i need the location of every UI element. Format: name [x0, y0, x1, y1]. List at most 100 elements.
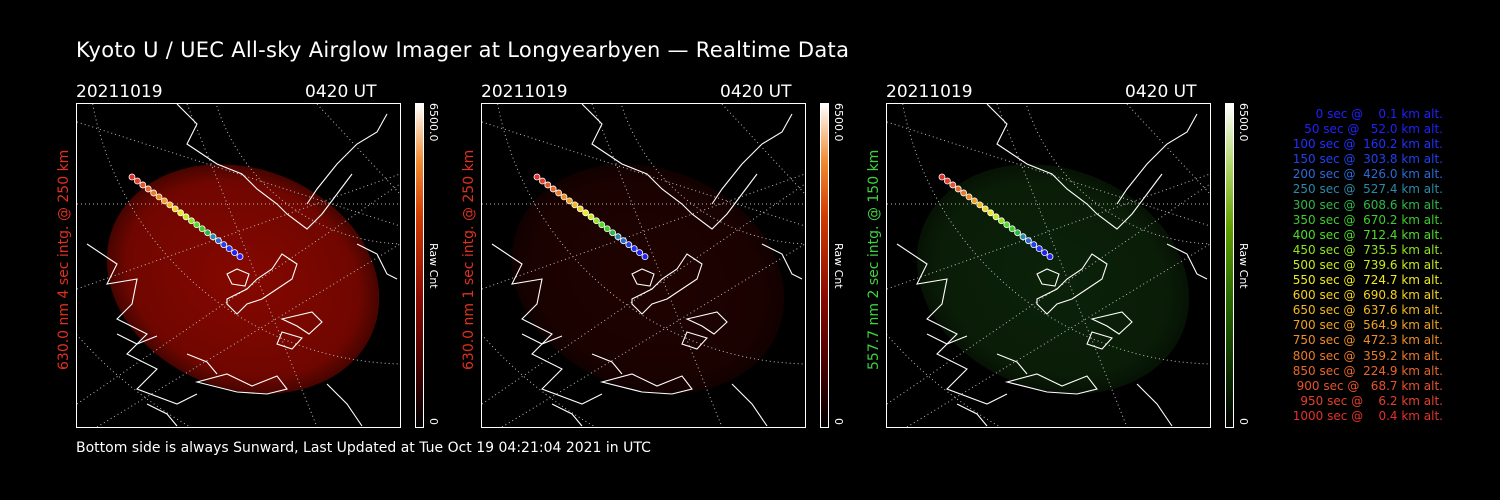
legend-entry: 750 sec @ 472.3 km alt. — [1288, 333, 1443, 348]
panel-1-colorbar-unit: Raw Cnt — [427, 243, 440, 289]
trajectory-point — [161, 197, 168, 205]
graticule — [77, 104, 400, 427]
trajectory-point — [533, 173, 541, 181]
panel-3-image — [886, 103, 1211, 428]
legend-entry: 900 sec @ 68.7 km alt. — [1292, 378, 1443, 393]
panel-1-wavelength-label: 630.0 nm 4 sec intg. @ 250 km — [56, 149, 72, 370]
trajectory-point — [987, 209, 994, 217]
trajectory-point — [155, 193, 163, 201]
trajectory-point — [188, 217, 195, 225]
trajectory-point — [1008, 225, 1016, 233]
trajectory-point — [954, 185, 962, 193]
trajectory-point — [209, 233, 217, 241]
trajectory-point — [166, 201, 174, 209]
trajectory-point — [220, 241, 228, 249]
trajectory-point — [619, 237, 627, 245]
trajectory-point — [587, 213, 595, 221]
trajectory-point — [1003, 221, 1011, 229]
trajectory-point — [193, 221, 201, 229]
panel-3-map — [887, 104, 1210, 427]
trajectory-point — [603, 225, 611, 233]
trajectory-point — [204, 229, 212, 237]
legend-entry: 150 sec @ 303.8 km alt. — [1288, 152, 1443, 167]
panel-2-map — [482, 104, 805, 427]
trajectory-point — [1041, 249, 1049, 257]
legend-entry: 950 sec @ 6.2 km alt. — [1296, 393, 1443, 408]
trajectory-point — [609, 229, 617, 237]
trajectory-point — [641, 253, 649, 261]
panel-2-time: 0420 UT — [720, 82, 792, 102]
legend-entry: 50 sec @ 52.0 km alt. — [1296, 122, 1443, 137]
panel-1-image — [76, 103, 401, 428]
legend-entry: 200 sec @ 426.0 km alt. — [1288, 167, 1443, 182]
trajectory-point — [150, 189, 157, 197]
legend-entry: 250 sec @ 527.4 km alt. — [1288, 182, 1443, 197]
panel-2-wavelength-label: 630.0 nm 1 sec intg. @ 250 km — [461, 149, 477, 370]
trajectory-point — [1019, 233, 1027, 241]
graticule — [482, 104, 805, 427]
trajectory-point — [625, 241, 633, 249]
trajectory-point — [571, 201, 579, 209]
legend-entry: 850 sec @ 224.9 km alt. — [1288, 363, 1443, 378]
legend-entry: 700 sec @ 564.9 km alt. — [1288, 318, 1443, 333]
legend-entry: 800 sec @ 359.2 km alt. — [1288, 348, 1443, 363]
panel-2-colorbar-unit: Raw Cnt — [832, 243, 845, 289]
trajectory-point — [139, 181, 147, 189]
trajectory-point — [555, 189, 562, 197]
legend-entry: 450 sec @ 735.5 km alt. — [1288, 242, 1443, 257]
airglow-emission — [511, 164, 785, 394]
panel-2-colorbar-min: 0 — [832, 418, 845, 425]
panel-1-date: 20211019 — [76, 82, 163, 102]
trajectory-point — [593, 217, 600, 225]
trajectory-point — [944, 177, 951, 185]
rocket-trajectory — [533, 173, 649, 261]
trajectory-point — [981, 205, 989, 213]
trajectory-point — [976, 201, 984, 209]
panel-2-colorbar — [820, 103, 829, 428]
trajectory-point — [582, 209, 589, 217]
panel-2-date: 20211019 — [481, 82, 568, 102]
coastlines — [896, 104, 1208, 427]
trajectory-point — [198, 225, 206, 233]
panel-1-map — [77, 104, 400, 427]
panel-1-colorbar-max: 6500.0 — [427, 103, 440, 142]
panel-3-date: 20211019 — [886, 82, 973, 102]
trajectory-point — [539, 177, 546, 185]
graticule — [887, 104, 1210, 427]
legend-entry: 1000 sec @ 0.4 km alt. — [1292, 408, 1443, 423]
rocket-trajectory — [938, 173, 1054, 261]
trajectory-point — [549, 185, 557, 193]
trajectory-point — [560, 193, 568, 201]
legend-entry: 650 sec @ 637.6 km alt. — [1288, 303, 1443, 318]
trajectory-point — [1035, 245, 1043, 253]
trajectory-point — [614, 233, 622, 241]
legend-entry: 600 sec @ 690.8 km alt. — [1288, 288, 1443, 303]
panel-2-image — [481, 103, 806, 428]
altitude-legend: 0 sec @ 0.1 km alt. 50 sec @ 52.0 km alt… — [1289, 107, 1443, 424]
trajectory-point — [938, 173, 946, 181]
panel-1-colorbar — [415, 103, 424, 428]
trajectory-point — [1030, 241, 1038, 249]
trajectory-point — [998, 217, 1005, 225]
trajectory-point — [636, 249, 644, 257]
panel-3-colorbar — [1225, 103, 1234, 428]
legend-entry: 400 sec @ 712.4 km alt. — [1288, 227, 1443, 242]
trajectory-point — [965, 193, 973, 201]
rocket-trajectory — [128, 173, 244, 261]
trajectory-point — [576, 205, 584, 213]
legend-entry: 100 sec @ 160.2 km alt. — [1288, 137, 1443, 152]
legend-entry: 500 sec @ 739.6 km alt. — [1288, 257, 1443, 272]
coastlines — [86, 104, 398, 427]
panel-3-time: 0420 UT — [1125, 82, 1197, 102]
legend-entry: 0 sec @ 0.1 km alt. — [1304, 107, 1443, 121]
trajectory-point — [630, 245, 638, 253]
trajectory-point — [144, 185, 152, 193]
trajectory-point — [134, 177, 141, 185]
legend-entry: 300 sec @ 608.6 km alt. — [1288, 197, 1443, 212]
trajectory-point — [231, 249, 239, 257]
trajectory-point — [992, 213, 1000, 221]
trajectory-point — [177, 209, 184, 217]
trajectory-point — [971, 197, 978, 205]
trajectory-point — [566, 197, 573, 205]
legend-entry: 550 sec @ 724.7 km alt. — [1288, 273, 1443, 288]
